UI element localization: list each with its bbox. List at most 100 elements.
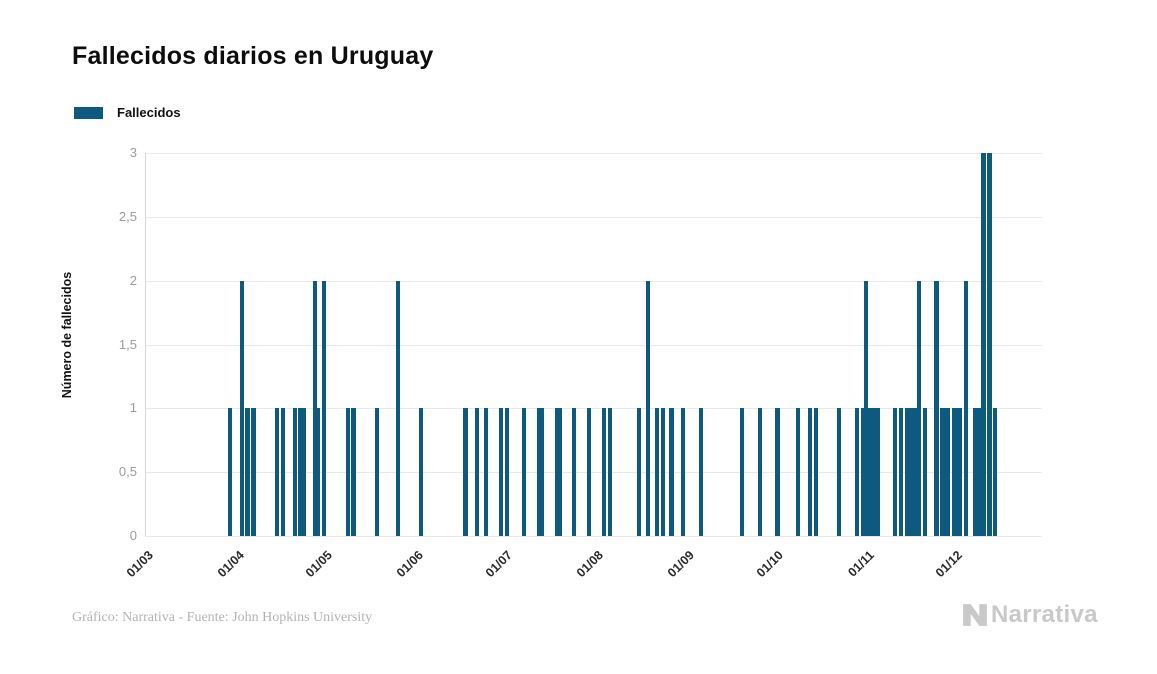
- legend-label: Fallecidos: [117, 105, 181, 120]
- bar: [807, 408, 812, 536]
- bar: [463, 408, 468, 536]
- gridline: [145, 217, 1042, 218]
- x-tick-label: 01/09: [665, 548, 698, 581]
- bar: [740, 408, 745, 536]
- bar: [940, 408, 945, 536]
- x-tick-label: 01/05: [303, 548, 336, 581]
- bar: [645, 280, 651, 536]
- bar: [313, 280, 318, 536]
- bar: [654, 408, 659, 536]
- bar: [875, 408, 880, 536]
- bar: [963, 280, 968, 536]
- y-tick-label: 0,5: [118, 464, 137, 480]
- gridline: [145, 280, 1042, 282]
- bar: [922, 408, 927, 536]
- bar: [837, 408, 842, 536]
- bar: [913, 408, 918, 536]
- legend: Fallecidos: [74, 105, 181, 120]
- bar: [907, 408, 913, 536]
- legend-swatch: [74, 106, 103, 119]
- y-axis-line: [145, 153, 146, 536]
- x-tick-label: 01/11: [845, 548, 877, 580]
- bar: [280, 408, 285, 536]
- narrativa-logo-icon: [963, 604, 987, 626]
- bar: [972, 408, 977, 536]
- bar: [637, 408, 642, 536]
- bar: [872, 408, 877, 536]
- x-tick-label: 01/03: [123, 548, 156, 581]
- y-tick-label: 2,5: [118, 209, 137, 224]
- bar: [316, 408, 321, 536]
- bar: [395, 280, 400, 536]
- bar: [251, 408, 256, 536]
- bar: [813, 408, 818, 536]
- bar: [854, 408, 860, 536]
- bar: [954, 408, 960, 536]
- bar: [419, 408, 424, 536]
- bar: [572, 408, 577, 536]
- bar: [539, 408, 545, 536]
- bar: [245, 408, 250, 536]
- y-tick-label: 1: [129, 400, 137, 416]
- gridline: [145, 153, 1042, 155]
- bar: [893, 408, 898, 536]
- bar: [866, 408, 871, 536]
- bar: [904, 408, 910, 536]
- bar: [899, 408, 904, 536]
- bar: [498, 408, 503, 536]
- bar: [601, 408, 606, 536]
- bar: [557, 408, 562, 536]
- bar: [322, 280, 327, 536]
- bar: [860, 408, 865, 536]
- x-tick-label: 01/10: [753, 548, 786, 581]
- bar: [981, 153, 986, 536]
- bar: [607, 408, 612, 536]
- gridline: [145, 536, 1042, 537]
- bar: [298, 408, 303, 536]
- narrativa-logo: Narrativa: [962, 601, 1098, 629]
- bar: [975, 408, 980, 536]
- bar: [934, 280, 939, 536]
- bar: [796, 408, 801, 536]
- x-tick-label: 01/04: [214, 548, 247, 581]
- gridline: [145, 408, 1042, 410]
- x-tick-label: 01/06: [394, 548, 427, 581]
- bar: [698, 408, 704, 536]
- gridline: [145, 344, 1042, 346]
- x-tick-label: 01/07: [482, 548, 515, 581]
- bar: [292, 408, 297, 536]
- bar: [274, 408, 280, 536]
- bar: [345, 408, 350, 536]
- bar: [681, 408, 686, 536]
- y-tick-label: 1,5: [118, 336, 137, 352]
- bar: [504, 408, 509, 536]
- bar: [978, 408, 983, 536]
- chart-title: Fallecidos diarios en Uruguay: [72, 42, 434, 70]
- bar: [227, 408, 232, 536]
- narrativa-logo-text: Narrativa: [991, 601, 1098, 628]
- x-tick-label: 01/12: [933, 548, 966, 581]
- y-tick-label: 0: [129, 528, 137, 543]
- bar: [554, 408, 559, 536]
- bar: [952, 408, 957, 536]
- bar: [910, 408, 915, 536]
- bar: [943, 408, 948, 536]
- gridline: [145, 472, 1042, 474]
- bar: [351, 408, 356, 536]
- bar: [536, 408, 542, 536]
- y-tick-label: 3: [129, 145, 137, 161]
- bar: [993, 408, 998, 536]
- bar: [869, 408, 874, 536]
- bar: [916, 280, 921, 536]
- x-tick-label: 01/08: [573, 548, 606, 581]
- bar: [946, 408, 951, 536]
- bar: [987, 153, 992, 536]
- bar: [660, 408, 665, 536]
- y-tick-label: 2: [129, 272, 137, 288]
- bar: [757, 408, 762, 536]
- bar: [669, 408, 674, 536]
- bar: [483, 408, 489, 536]
- bar: [301, 408, 306, 536]
